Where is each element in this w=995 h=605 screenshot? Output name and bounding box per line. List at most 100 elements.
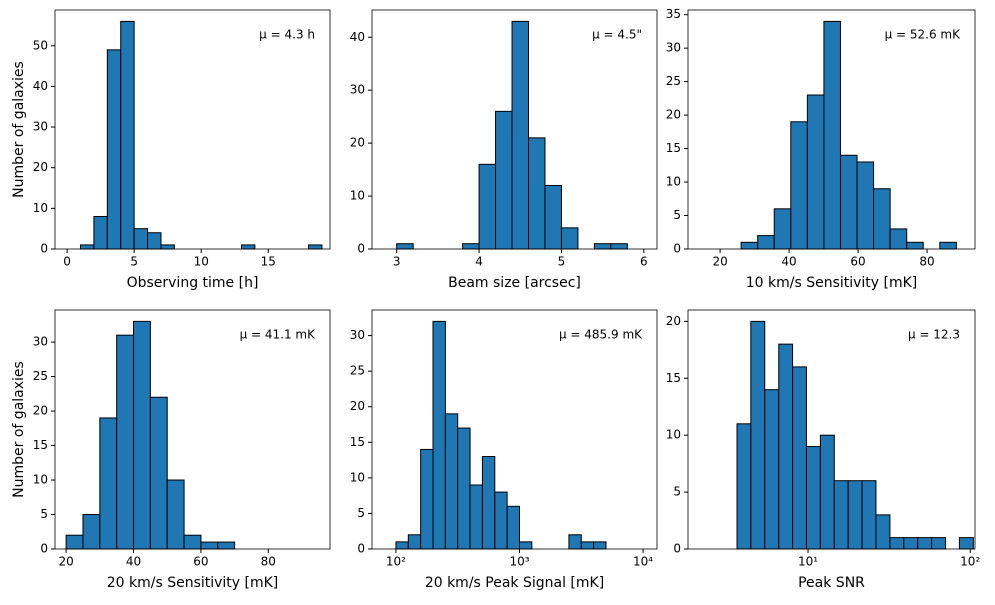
y-tick-label: 25 — [33, 369, 48, 383]
y-tick-label: 15 — [666, 371, 681, 385]
y-tick-label: 20 — [666, 314, 681, 328]
bar — [166, 479, 185, 550]
x-tick-label: 10³ — [509, 555, 529, 569]
bar — [469, 484, 483, 550]
bar — [847, 480, 863, 550]
panel: 10¹ 10² 0 5 10 15 20 Peak SNR μ = 12.3 — [666, 309, 980, 591]
y-tick-label: 30 — [350, 328, 365, 342]
bar — [778, 343, 794, 550]
bar — [93, 215, 108, 250]
y-tick-label: 0 — [673, 542, 681, 556]
y-tick-label: 20 — [350, 136, 365, 150]
bar — [580, 541, 595, 550]
x-tick-label: 10 — [194, 255, 209, 269]
bar — [610, 243, 628, 250]
bar — [133, 228, 149, 250]
bar — [931, 537, 947, 550]
y-tick-label: 10 — [666, 428, 681, 442]
bar — [395, 541, 409, 550]
x-tick-label: 5 — [130, 255, 138, 269]
bar — [506, 505, 520, 550]
bar — [478, 163, 497, 250]
bar — [65, 534, 84, 550]
y-tick-label: 25 — [350, 364, 365, 378]
bar — [495, 110, 513, 250]
x-tick-label: 40 — [126, 555, 141, 569]
bar — [736, 423, 752, 550]
bar — [806, 94, 825, 250]
bar — [790, 121, 808, 250]
panel: 10² 10³ 10⁴ 0 5 10 15 20 25 30 20 km/s Peak Signal… — [350, 309, 658, 591]
x-tick-label: 5 — [558, 255, 566, 269]
bar — [889, 537, 905, 550]
y-tick-label: 50 — [33, 38, 48, 52]
bar — [773, 208, 792, 250]
annotation: μ = 485.9 mK — [559, 328, 643, 342]
bar — [99, 417, 118, 550]
bar — [511, 20, 530, 250]
y-tick-label: 5 — [357, 506, 365, 520]
bar — [106, 49, 122, 250]
y-tick-label: 10 — [350, 470, 365, 484]
bar — [906, 241, 924, 250]
panel: 20 40 60 80 0 5 10 15 20 25 30 35 10 km/s Sensitivit… — [666, 7, 976, 291]
x-tick-label: 15 — [261, 255, 276, 269]
panel: 20 40 60 80 0 5 10 15 20 25 30 20 km/s Sensitivity … — [11, 309, 331, 591]
x-tick-label: 0 — [63, 255, 71, 269]
bar — [823, 20, 841, 250]
x-tick-label: 10¹ — [798, 555, 818, 569]
bar — [462, 243, 480, 250]
bar — [903, 537, 919, 550]
bar — [544, 184, 562, 250]
bar — [396, 243, 414, 250]
bar — [200, 541, 219, 550]
y-tick-label: 25 — [666, 74, 681, 88]
annotation: μ = 52.6 mK — [885, 28, 962, 42]
bar — [958, 537, 974, 550]
bar — [147, 232, 162, 250]
y-tick-label: 20 — [350, 399, 365, 413]
bar — [481, 456, 496, 550]
axes-frame — [54, 9, 331, 250]
x-tick-label: 3 — [393, 255, 401, 269]
bar — [757, 235, 775, 250]
bar — [889, 228, 908, 250]
bar — [856, 161, 875, 250]
annotation: μ = 4.3 h — [259, 28, 315, 42]
x-tick-label: 10⁴ — [633, 555, 653, 569]
y-tick-label: 5 — [40, 507, 48, 521]
y-tick-label: 15 — [350, 435, 365, 449]
y-tick-label: 10 — [33, 201, 48, 215]
y-tick-label: 15 — [666, 141, 681, 155]
y-tick-label: 20 — [33, 160, 48, 174]
bar — [444, 413, 459, 550]
bar — [116, 334, 135, 550]
bar — [568, 534, 582, 550]
annotation: μ = 4.5" — [592, 28, 642, 42]
y-tick-label: 15 — [33, 438, 48, 452]
bar — [457, 427, 471, 550]
x-tick-label: 80 — [261, 555, 276, 569]
y-tick-label: 10 — [666, 175, 681, 189]
y-tick-label: 10 — [350, 189, 365, 203]
x-tick-label: 20 — [712, 255, 727, 269]
bar — [792, 366, 807, 550]
bar — [861, 480, 877, 550]
bar — [120, 20, 135, 250]
y-tick-label: 0 — [357, 542, 365, 556]
y-tick-label: 5 — [673, 208, 681, 222]
bar — [833, 480, 849, 550]
x-axis-label: 20 km/s Peak Signal [mK] — [425, 575, 604, 591]
y-tick-label: 0 — [357, 242, 365, 256]
axes-frame — [687, 9, 976, 250]
bar — [217, 541, 236, 550]
axes-frame — [371, 309, 658, 550]
bar — [560, 227, 579, 250]
y-tick-label: 20 — [33, 404, 48, 418]
bar — [183, 534, 202, 550]
bar — [518, 541, 533, 550]
bar — [528, 137, 546, 250]
panel: 3 4 5 6 0 10 20 30 40 Beam size [arcsec] μ = 4.5" — [350, 9, 658, 291]
x-tick-label: 80 — [919, 255, 934, 269]
